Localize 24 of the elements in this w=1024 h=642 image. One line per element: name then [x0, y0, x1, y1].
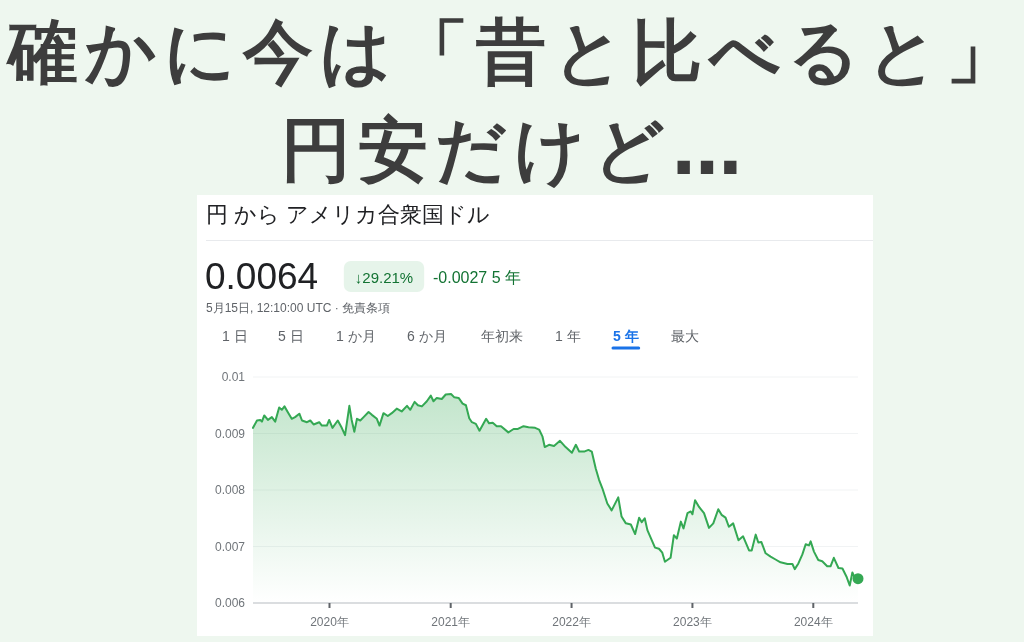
y-tick-label: 0.006 — [214, 596, 246, 610]
text: 最大 — [671, 328, 699, 344]
text: 5 日 — [278, 328, 304, 344]
y-tick-label: 0.01 — [221, 370, 246, 384]
y-tick-label: 0.009 — [214, 426, 246, 441]
chart-title: 確かに今は「昔と比べると」円安だけど… — [4, 11, 1023, 191]
y-tick-label: 0.007 — [214, 539, 246, 554]
x-tick-label: 2022年 — [552, 615, 591, 629]
y-tick-label: 0.008 — [214, 483, 246, 497]
text: 5月15日, 12:10:00 UTC · 免責条項 — [206, 301, 391, 315]
text: 0.0064 — [205, 255, 319, 297]
text: 1 日 — [222, 328, 248, 344]
x-tick-label: 2021年 — [431, 615, 471, 629]
x-tick-label: 2024年 — [793, 615, 833, 629]
x-tick-label: 2023年 — [673, 615, 712, 629]
text: 1 か月 — [336, 328, 376, 344]
text: 6 か月 — [407, 328, 447, 344]
x-tick-label: 2020年 — [310, 615, 349, 629]
chart-subtitle: 円 から アメリカ合衆国ドル — [206, 201, 491, 227]
text: 5 年 — [613, 328, 639, 344]
text: 年初来 — [481, 328, 523, 344]
text: -0.0027 5 年 — [433, 268, 522, 286]
text: ↓29.21% — [354, 268, 414, 286]
text: 1 年 — [555, 328, 581, 344]
